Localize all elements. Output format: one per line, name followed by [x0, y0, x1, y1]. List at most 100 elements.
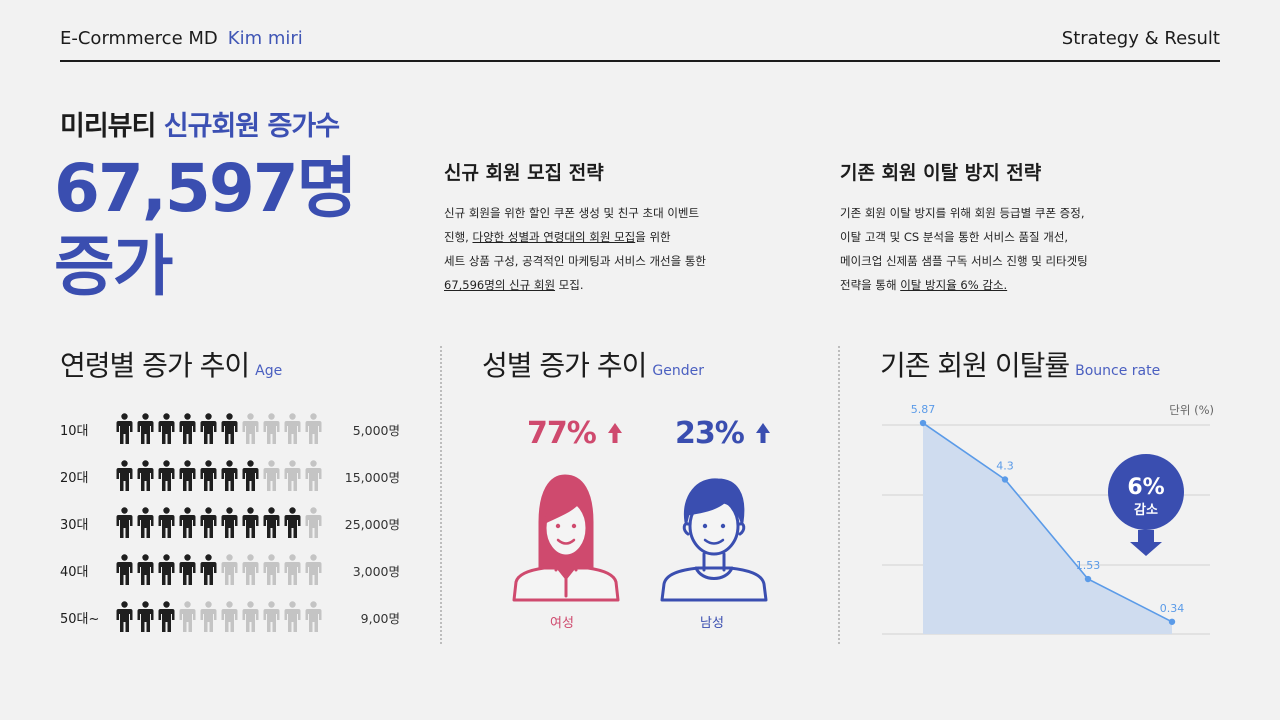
people-icons	[116, 554, 328, 586]
person-icon	[200, 554, 217, 585]
unit-label: 단위 (%)	[1169, 403, 1214, 417]
people-icons	[116, 413, 328, 445]
person-icon	[179, 507, 196, 538]
person-icon	[305, 554, 322, 585]
hero-suffix: 증가	[54, 228, 173, 305]
age-label: 50대~	[60, 611, 100, 627]
hero-big-number: 67,597명 증가	[54, 150, 357, 306]
person-icon	[305, 460, 322, 491]
person-icon	[179, 601, 196, 632]
person-icon	[179, 460, 196, 491]
person-icon	[158, 601, 175, 632]
person-icon	[284, 507, 301, 538]
strategy-new-text: 신규 회원을 위한 할인 쿠폰 생성 및 친구 초대 이벤트 진행, 다양한 성…	[444, 206, 707, 292]
person-icon	[221, 554, 238, 585]
up-arrow-icon	[756, 423, 771, 443]
strategy-new-block: 신규 회원 모집 전략 신규 회원을 위한 할인 쿠폰 생성 및 친구 초대 이…	[444, 158, 774, 297]
age-value: 15,000명	[344, 469, 400, 485]
decrease-badge-icon: 6% 감소	[1108, 454, 1184, 556]
age-section-title-en: Age	[255, 363, 283, 379]
person-icon	[284, 601, 301, 632]
strategy-retain-title: 기존 회원 이탈 방지 전략	[840, 162, 1042, 184]
male-avatar-icon	[660, 478, 768, 602]
person-icon	[221, 460, 238, 491]
person-icon	[221, 601, 238, 632]
person-icon	[179, 413, 196, 444]
data-point	[1001, 476, 1009, 483]
person-icon	[158, 460, 175, 491]
hero-title: 미리뷰티 신규회원 증가수	[60, 104, 340, 143]
person-icon	[242, 460, 259, 491]
person-icon	[242, 554, 259, 585]
data-label: 1.53	[1076, 559, 1101, 572]
person-icon	[263, 601, 280, 632]
data-point	[1084, 575, 1092, 583]
person-icon	[200, 460, 217, 491]
male-label: 남성	[700, 616, 724, 631]
female-avatar-icon	[512, 474, 620, 602]
person-icon	[116, 413, 133, 444]
age-row: 30대 25,000명	[60, 506, 400, 540]
person-icon	[263, 413, 280, 444]
person-icon	[200, 601, 217, 632]
age-row: 50대~ 9,00명	[60, 600, 400, 634]
gender-section-title: 성별 증가 추이 Gender	[482, 349, 704, 382]
person-icon	[179, 554, 196, 585]
age-row: 10대 5,000명	[60, 412, 400, 446]
badge-text: 감소	[1134, 503, 1158, 518]
age-value: 3,000명	[352, 563, 400, 579]
person-icon	[263, 507, 280, 538]
male-percent: 23%	[675, 416, 771, 451]
person-icon	[242, 413, 259, 444]
person-icon	[284, 413, 301, 444]
badge-value: 6%	[1127, 475, 1164, 500]
people-icons	[116, 460, 328, 492]
person-icon	[116, 460, 133, 491]
person-icon	[116, 601, 133, 632]
header-divider	[60, 60, 1220, 62]
header-left: E-Cormmerce MD Kim miri	[60, 28, 303, 49]
person-icon	[137, 601, 154, 632]
up-arrow-icon	[608, 423, 623, 443]
person-icon	[137, 507, 154, 538]
person-icon	[158, 554, 175, 585]
data-label: 5.87	[911, 403, 936, 416]
people-icons	[116, 601, 328, 633]
person-icon	[242, 507, 259, 538]
person-icon	[116, 554, 133, 585]
strategy-retain-text: 기존 회원 이탈 방지를 위해 회원 등급별 쿠폰 증정, 이탈 고객 및 CS…	[840, 206, 1088, 292]
female-percent: 77%	[527, 416, 623, 451]
person-icon	[200, 413, 217, 444]
gender-section-title-en: Gender	[652, 363, 704, 379]
age-value: 25,000명	[344, 516, 400, 532]
age-label: 40대	[60, 564, 89, 580]
bounce-section-title: 기존 회원 이탈률 Bounce rate	[880, 349, 1161, 382]
data-label: 4.3	[996, 459, 1014, 472]
age-section-title: 연령별 증가 추이 Age	[60, 349, 283, 382]
age-value: 5,000명	[352, 422, 400, 438]
section-divider-2	[838, 346, 840, 644]
author-name: Kim miri	[227, 28, 303, 49]
strategy-retain-block: 기존 회원 이탈 방지 전략 기존 회원 이탈 방지를 위해 회원 등급별 쿠폰…	[840, 158, 1170, 297]
age-label: 30대	[60, 517, 89, 533]
data-label: 0.34	[1160, 602, 1185, 615]
area-fill	[923, 423, 1172, 634]
person-icon	[305, 413, 322, 444]
person-icon	[200, 507, 217, 538]
age-label: 10대	[60, 423, 89, 439]
person-icon	[242, 601, 259, 632]
series-line	[922, 422, 1173, 623]
age-label: 20대	[60, 470, 89, 486]
hero-number: 67,597명	[54, 150, 357, 227]
strategy-new-title: 신규 회원 모집 전략	[444, 162, 604, 184]
person-icon	[263, 460, 280, 491]
age-row: 20대 15,000명	[60, 459, 400, 493]
female-label: 여성	[550, 616, 574, 631]
person-icon	[116, 507, 133, 538]
person-icon	[221, 413, 238, 444]
bounce-rate-chart: 5.87 4.3 1.53 0.34	[882, 403, 1210, 635]
people-icons	[116, 507, 328, 539]
person-icon	[263, 554, 280, 585]
person-icon	[284, 554, 301, 585]
person-icon	[137, 554, 154, 585]
